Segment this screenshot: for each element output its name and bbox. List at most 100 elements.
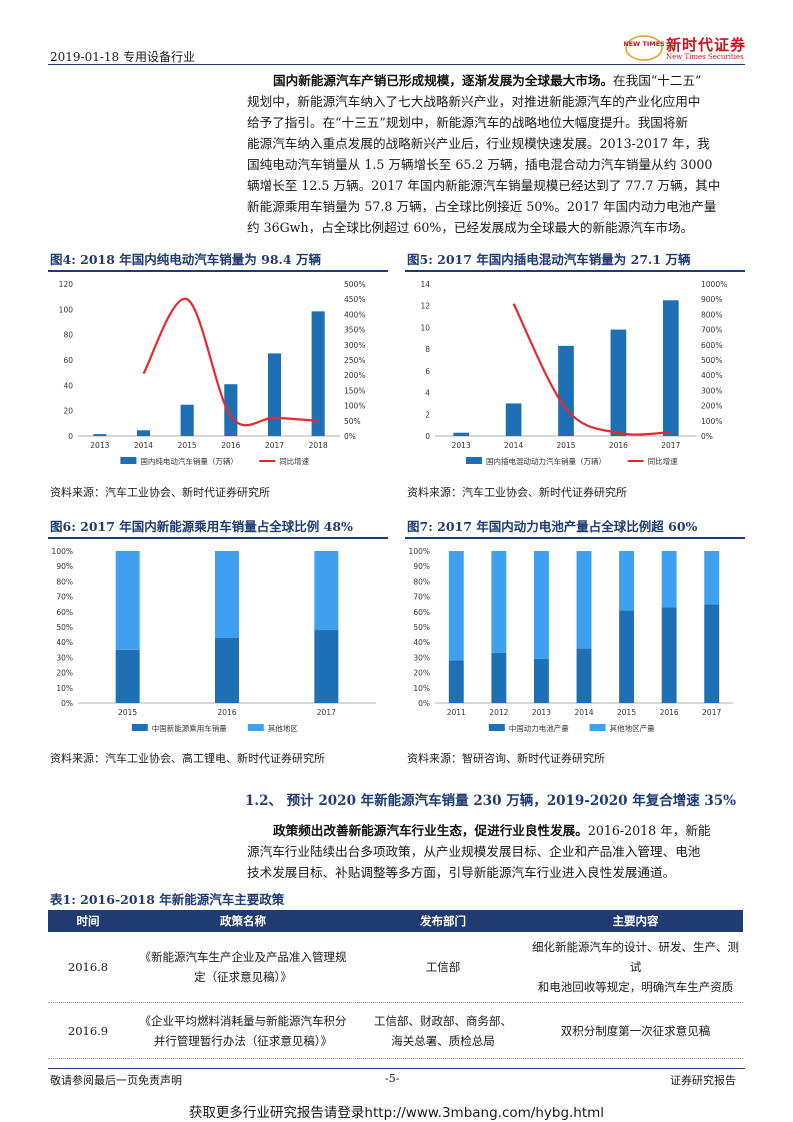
y2-tick-label: 0% xyxy=(701,432,713,441)
legend-swatch xyxy=(247,724,264,731)
fig6-chart: 0% 10% 20% 30% 40% 50% 60% 70% 80% 90% 100% 2015 201… xyxy=(52,547,376,733)
y2-tick-label: 600% xyxy=(701,341,722,350)
x-tick-label: 2016 xyxy=(221,441,240,450)
y2-tick-label: 400% xyxy=(701,371,722,380)
cell-content: 双积分制度第一次征求意见稿 xyxy=(528,1002,743,1059)
y2-tick-label: 200% xyxy=(701,402,722,411)
x-tick-label: 2014 xyxy=(574,708,593,717)
legend-label: 中国新能源乘用车销量 xyxy=(152,723,227,733)
bar xyxy=(453,432,470,436)
x-tick-label: 2012 xyxy=(489,708,508,717)
legend-swatch xyxy=(131,724,148,731)
y-tick-label: 50% xyxy=(413,623,430,632)
y-tick-label: 90% xyxy=(413,562,430,571)
y2-tick-label: 1000% xyxy=(701,280,727,289)
x-tick-label: 2013 xyxy=(90,441,109,450)
y2-tick-label: 350% xyxy=(344,326,365,335)
intro-line: 能源汽车纳入重点发展的战略新兴产业后，行业规模快速发展。2013-2017 年，… xyxy=(247,136,710,151)
x-tick-label: 2016 xyxy=(660,708,679,717)
header-rule xyxy=(48,64,745,65)
table-row: 2016.9 《企业平均燃料消耗量与新能源汽车积分 并行管理暂行办法（征求意见稿）… xyxy=(48,1002,743,1059)
legend-swatch xyxy=(589,724,606,731)
y-tick-label: 40% xyxy=(413,638,430,647)
cell-line: 双积分制度第一次征求意见稿 xyxy=(560,1023,711,1038)
y-tick-label: 10 xyxy=(420,323,430,332)
cell-line: 海关总署、质检总局 xyxy=(391,1033,495,1048)
y-tick-label: 60% xyxy=(56,608,73,617)
growth-rate-line xyxy=(142,297,319,427)
legend-label: 同比增速 xyxy=(279,456,309,466)
intro-line: 给予了指引。在“十三五”规划中，新能源汽车的战略地位大幅度提升。我国将新 xyxy=(247,115,689,130)
y-tick-label: 40 xyxy=(63,381,73,390)
section-line: 源汽车行业陆续出台多项政策，从产业规模发展目标、企业和产品准入管理、电池 xyxy=(247,844,701,859)
y2-tick-label: 300% xyxy=(701,386,722,395)
y-tick-label: 0 xyxy=(425,432,430,441)
y-tick-label: 90% xyxy=(56,562,73,571)
x-tick-label: 2015 xyxy=(617,708,636,717)
section-paragraph: 政策频出改善新能源汽车行业生态，促进行业良性发展。2016-2018 年，新能 … xyxy=(247,820,747,883)
stacked-bar-segment xyxy=(491,551,507,653)
stacked-bar-segment xyxy=(704,604,720,703)
cell-line: 定（征求意见稿）》 xyxy=(194,970,292,984)
fig5-title: 图5: 2017 年国内插电混动汽车销量为 27.1 万辆 xyxy=(407,252,691,267)
y2-tick-label: 50% xyxy=(344,417,361,426)
stacked-bar-segment xyxy=(533,658,549,703)
intro-line: 辆增长至 12.5 万辆。2017 年国内新能源汽车销量规模已经达到了 77.7… xyxy=(247,178,721,193)
x-tick-label: 2011 xyxy=(447,708,466,717)
y-tick-label: 0% xyxy=(61,699,73,708)
intro-line1-tail: 在我国“十二五” xyxy=(613,73,702,88)
y-tick-label: 60% xyxy=(413,608,430,617)
bar xyxy=(224,384,238,436)
y2-tick-label: 500% xyxy=(701,356,722,365)
policy-table: 时间 政策名称 发布部门 主要内容 2016.8 《新能源汽车生产企业及产品准入… xyxy=(48,910,743,1059)
y2-tick-label: 450% xyxy=(344,295,365,304)
footer-disclaimer: 敬请参阅最后一页免责声明 xyxy=(50,1074,182,1087)
company-logo-icon: NEW TIMES xyxy=(624,35,664,61)
y2-tick-label: 100% xyxy=(344,402,365,411)
bar xyxy=(136,430,151,436)
y2-tick-label: 800% xyxy=(701,310,722,319)
stacked-bar-segment xyxy=(661,551,677,608)
y-tick-label: 8 xyxy=(425,345,430,354)
section-lead: 政策频出改善新能源汽车行业生态，促进行业良性发展。 xyxy=(273,823,588,838)
table-title: 表1: 2016-2018 年新能源汽车主要政策 xyxy=(50,892,285,907)
legend-label: 国内插电混动动力汽车销量（万辆） xyxy=(486,456,606,466)
stacked-bar-segment xyxy=(619,551,635,611)
y-tick-label: 40% xyxy=(56,638,73,647)
stacked-bar-segment xyxy=(576,648,592,703)
cell-name: 《新能源汽车生产企业及产品准入管理规 定（征求意见稿）》 xyxy=(128,932,358,1003)
legend-label: 其他地区 xyxy=(268,723,298,733)
stacked-bar-segment xyxy=(576,551,592,649)
y-tick-label: 14 xyxy=(420,280,430,289)
section-line1-tail: 2016-2018 年，新能 xyxy=(587,823,711,838)
legend-swatch xyxy=(120,457,137,464)
stacked-bar-segment xyxy=(661,607,677,703)
stacked-bar-segment xyxy=(314,630,339,703)
page-number: -5- xyxy=(385,1072,400,1085)
legend-label: 其他地区产量 xyxy=(610,723,655,733)
y2-tick-label: 400% xyxy=(344,310,365,319)
download-link-text[interactable]: 获取更多行业研究报告请登录http://www.3mbang.com/hybg.… xyxy=(188,1105,605,1121)
fig6-rule xyxy=(48,537,388,539)
bar xyxy=(610,329,627,436)
x-tick-label: 2018 xyxy=(309,441,328,450)
fig7-rule xyxy=(405,537,745,539)
bar xyxy=(180,404,194,436)
cell-line: 《企业平均燃料消耗量与新能源汽车积分 xyxy=(139,1013,347,1028)
y2-tick-label: 250% xyxy=(344,356,365,365)
y2-tick-label: 100% xyxy=(701,417,722,426)
fig4-rule xyxy=(48,270,388,272)
y-tick-label: 70% xyxy=(56,593,73,602)
y-tick-label: 70% xyxy=(413,593,430,602)
bar xyxy=(311,311,325,436)
y-tick-label: 100 xyxy=(59,305,74,314)
y-tick-label: 80% xyxy=(56,577,73,586)
stacked-bar-segment xyxy=(533,551,549,659)
intro-line: 约 36Gwh，占全球比例超过 60%，已经发展成为全球最大的新能源汽车市场。 xyxy=(247,220,694,235)
y2-tick-label: 900% xyxy=(701,295,722,304)
y-tick-label: 0 xyxy=(68,432,73,441)
bar xyxy=(93,434,107,436)
cell-name: 《企业平均燃料消耗量与新能源汽车积分 并行管理暂行办法（征求意见稿）》 xyxy=(128,1002,358,1059)
col-header: 时间 xyxy=(48,910,128,932)
intro-line: 规划中，新能源汽车纳入了七大战略新兴产业，对推进新能源汽车的产业化应用中 xyxy=(247,94,701,109)
